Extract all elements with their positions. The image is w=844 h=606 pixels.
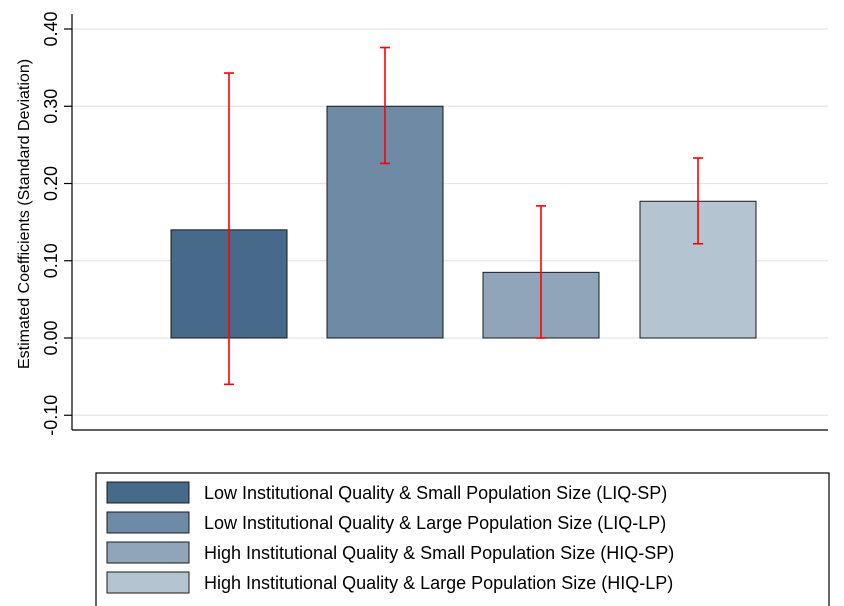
bars-group [170, 105, 757, 339]
legend-label: Low Institutional Quality & Small Popula… [204, 483, 667, 503]
y-tick-label: 0.30 [41, 89, 61, 124]
legend-swatch [106, 571, 190, 594]
legend-swatch [106, 541, 190, 564]
y-axis-label: Estimated Coefficients (Standard Deviati… [16, 59, 33, 369]
legend-swatch [106, 511, 190, 534]
y-tick-label: 0.20 [41, 166, 61, 201]
legend-box [95, 472, 830, 606]
error-bars-group [224, 46, 703, 386]
y-tick-label: -0.10 [41, 395, 61, 436]
legend-label: Low Institutional Quality & Large Popula… [204, 513, 666, 533]
legend-swatch [106, 481, 190, 504]
legend-label: High Institutional Quality & Large Popul… [204, 573, 673, 593]
y-tick-label: 0.10 [41, 243, 61, 278]
legend: Low Institutional Quality & Small Popula… [95, 472, 830, 606]
legend-label: High Institutional Quality & Small Popul… [204, 543, 674, 563]
y-tick-label: 0.00 [41, 320, 61, 355]
y-tick-label: 0.40 [41, 11, 61, 46]
axes-group: -0.10 0.00 0.10 0.20 0.30 0.40 [41, 11, 828, 436]
